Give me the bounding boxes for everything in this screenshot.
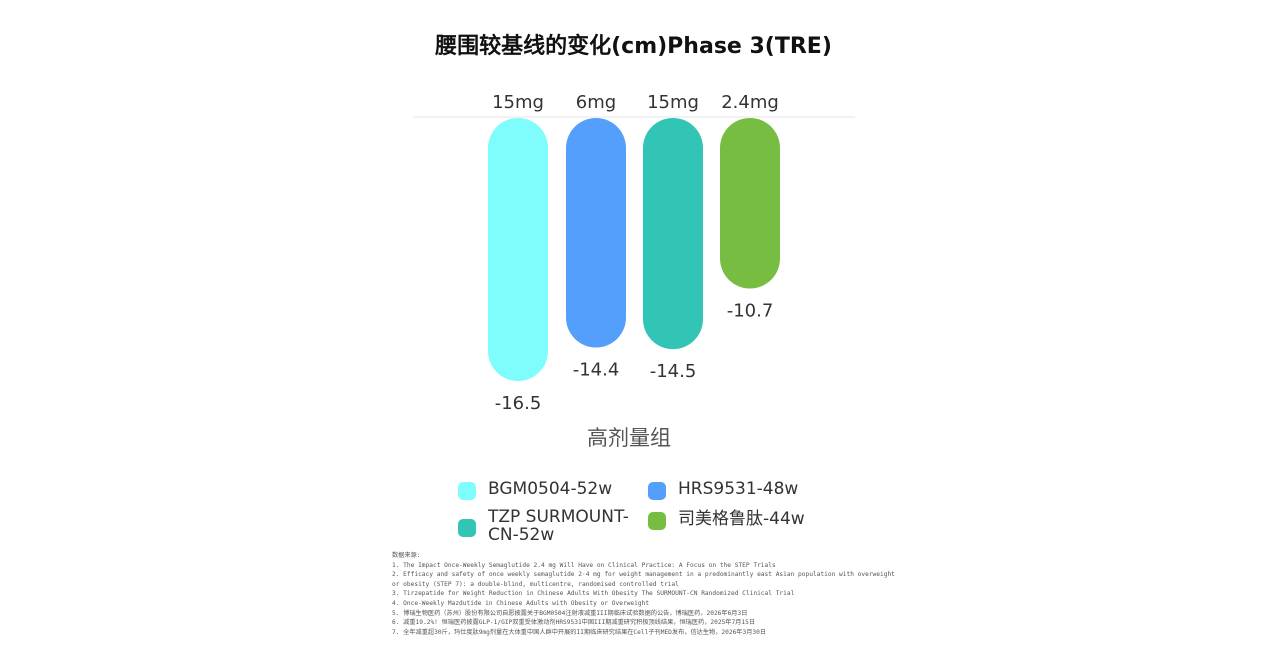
bar-2 (643, 118, 703, 350)
sources-heading: 数据来源: (392, 552, 421, 559)
legend-label: 司美格鲁肽-44w (678, 509, 805, 529)
source-item: 1. The Impact Once-Weekly Semaglutide 2.… (392, 561, 776, 569)
value-label: -16.5 (495, 393, 542, 414)
legend-label: BGM0504-52w (488, 479, 613, 499)
source-item: or obesity (STEP 7): a double-blind, mul… (392, 580, 679, 588)
value-label: -10.7 (727, 301, 774, 322)
dose-label: 15mg (647, 92, 699, 113)
bars-group: 15mg -16.5 6mg -14.4 15mg -14.5 2.4mg -10.7 (488, 92, 780, 414)
source-item: 3. Tirzepatide for Weight Reduction in C… (392, 590, 795, 598)
source-item: 6. 减重19.2%! 恒瑞医药披露GLP-1/GIP双重受体激动剂HRS953… (392, 619, 756, 627)
bar-0 (488, 118, 548, 381)
legend-swatch (458, 519, 476, 537)
legend-label: TZP SURMOUNT-CN-52w (488, 507, 629, 545)
chart-title: 腰围较基线的变化(cm)Phase 3(TRE) (435, 34, 832, 59)
bar-chart: 15mg -16.5 6mg -14.4 15mg -14.5 2.4mg -10.7 高剂量… (413, 92, 855, 450)
legend-swatch (458, 482, 476, 500)
dose-label: 6mg (576, 92, 616, 113)
source-item: 2. Efficacy and safety of once weekly se… (392, 571, 895, 579)
value-label: -14.4 (573, 360, 620, 381)
dose-label: 2.4mg (721, 92, 779, 113)
legend-item-semaglutide[interactable]: 司美格鲁肽-44w (648, 510, 818, 530)
value-label: -14.5 (650, 361, 697, 382)
source-item: 5. 博瑞生物医药（苏州）股份有限公司自愿披露关于BGM0504注射液减重III… (392, 609, 748, 617)
x-axis-label: 高剂量组 (587, 426, 671, 450)
legend-item-bgm0504[interactable]: BGM0504-52w (458, 480, 633, 500)
legend-item-tzp-surmount-cn[interactable]: TZP SURMOUNT-CN-52w (458, 508, 636, 544)
bar-1 (566, 118, 626, 348)
legend-label: HRS9531-48w (678, 479, 799, 499)
legend-swatch (648, 512, 666, 530)
bar-3 (720, 118, 780, 289)
dose-label: 15mg (492, 92, 544, 113)
data-sources: 数据来源: 1. The Impact Once-Weekly Semaglut… (392, 551, 895, 637)
legend-swatch (648, 482, 666, 500)
legend-item-hrs9531[interactable]: HRS9531-48w (648, 480, 818, 500)
source-item: 4. Once-Weekly Mazdutide in Chinese Adul… (392, 599, 650, 607)
source-item: 7. 全年减重超30斤，玛仕度肽9mg剂量在大体重中国人群中开展的II期临床研究… (392, 628, 767, 636)
